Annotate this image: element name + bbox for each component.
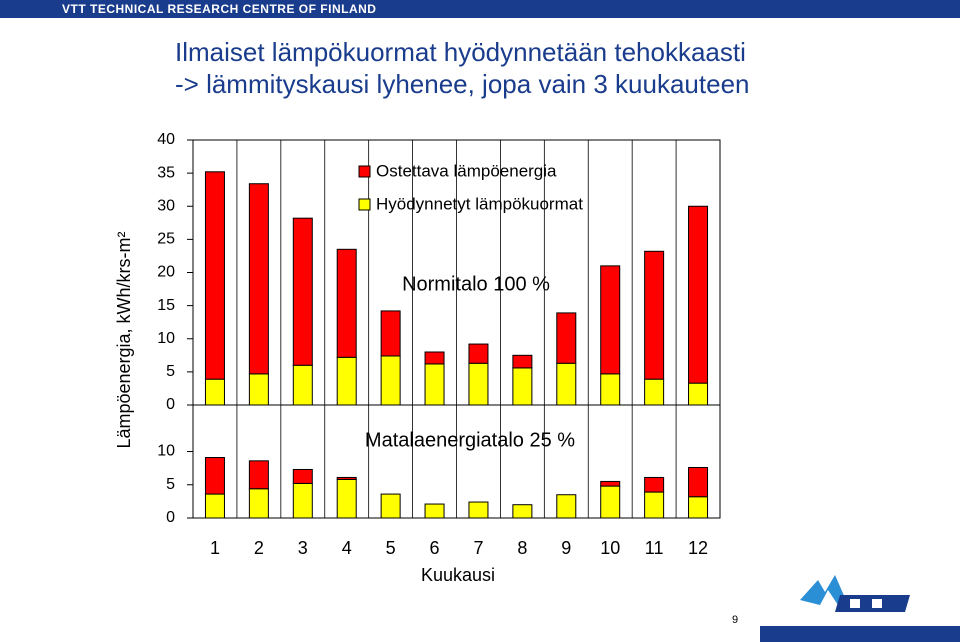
bar-segment — [600, 265, 621, 375]
y-tick-label: 30 — [157, 197, 175, 214]
legend-swatch — [358, 198, 371, 211]
x-tick-label: 10 — [600, 538, 620, 558]
x-tick-label: 1 — [210, 538, 220, 558]
bar-segment — [248, 488, 269, 519]
y-tick-label: 15 — [157, 297, 175, 314]
bar-segment — [600, 485, 621, 519]
x-tick-label: 4 — [342, 538, 352, 558]
y-tick-label: 0 — [166, 396, 175, 413]
x-tick-label: 7 — [473, 538, 483, 558]
bar-segment — [204, 378, 225, 406]
x-axis-label: Kuukausi — [421, 565, 495, 585]
bar-segment — [644, 491, 665, 519]
bar-segment — [204, 457, 225, 495]
bar-segment — [468, 362, 489, 406]
bar-segment — [556, 494, 577, 519]
bar-segment — [336, 476, 357, 480]
y-tick-label: 5 — [166, 363, 175, 380]
bar-segment — [424, 503, 445, 519]
bar-segment — [600, 480, 621, 487]
y-tick-label: 25 — [157, 231, 175, 248]
bar-segment — [424, 363, 445, 406]
bar-segment — [644, 476, 665, 493]
bar-segment — [424, 351, 445, 365]
bar-segment — [556, 312, 577, 364]
bar-segment — [688, 382, 709, 406]
y-tick-label: 35 — [157, 164, 175, 181]
bar-segment — [292, 217, 313, 366]
bar-segment — [292, 364, 313, 406]
bar-segment — [644, 378, 665, 406]
bar-segment — [248, 460, 269, 490]
x-tick-label: 3 — [298, 538, 308, 558]
header-org: VTT TECHNICAL RESEARCH CENTRE OF FINLAND — [62, 2, 376, 16]
x-tick-label: 2 — [254, 538, 264, 558]
bar-segment — [688, 466, 709, 498]
page-number: 9 — [732, 614, 738, 626]
annotation: Matalaenergiatalo 25 % — [365, 429, 575, 451]
legend-label: Hyödynnetyt lämpökuormat — [376, 194, 583, 213]
bar-segment — [336, 248, 357, 358]
slide-title: Ilmaiset lämpökuormat hyödynnetään tehok… — [175, 37, 746, 67]
y-axis-label: Lämpöenergia, kWh/krs-m² — [114, 231, 134, 448]
bar-segment — [292, 468, 313, 484]
bar-segment — [380, 310, 401, 357]
bar-segment — [688, 205, 709, 384]
y-tick-label: 0 — [166, 509, 175, 526]
x-tick-label: 12 — [688, 538, 708, 558]
bar-segment — [204, 171, 225, 380]
y-tick-label: 5 — [166, 476, 175, 493]
y-tick-label: 10 — [157, 330, 175, 347]
bar-segment — [688, 496, 709, 519]
x-tick-label: 5 — [386, 538, 396, 558]
bar-segment — [644, 250, 665, 380]
x-tick-label: 11 — [645, 538, 664, 558]
y-tick-label: 40 — [157, 131, 175, 148]
slide-title: -> lämmityskausi lyhenee, jopa vain 3 ku… — [175, 69, 750, 99]
bar-segment — [380, 355, 401, 406]
legend-swatch — [358, 165, 371, 178]
bar-segment — [204, 493, 225, 519]
bar-segment — [468, 343, 489, 364]
annotation: Normitalo 100 % — [402, 273, 550, 295]
bar-segment — [600, 373, 621, 406]
bar-segment — [556, 362, 577, 406]
bar-segment — [336, 478, 357, 519]
bar-segment — [248, 183, 269, 375]
bar-segment — [512, 354, 533, 369]
bar-segment — [336, 356, 357, 406]
legend-label: Ostettava lämpöenergia — [376, 161, 557, 180]
bar-segment — [380, 493, 401, 519]
bar-segment — [292, 482, 313, 519]
x-tick-label: 6 — [430, 538, 440, 558]
y-tick-label: 10 — [157, 443, 175, 460]
vtt-logo — [800, 575, 910, 612]
bar-segment — [248, 373, 269, 406]
y-tick-label: 20 — [157, 264, 175, 281]
bar-segment — [468, 501, 489, 519]
bar-segment — [512, 504, 533, 519]
x-tick-label: 9 — [561, 538, 571, 558]
bar-segment — [512, 367, 533, 406]
x-tick-label: 8 — [517, 538, 527, 558]
header-bar — [0, 0, 960, 18]
footer-bar — [760, 626, 960, 642]
